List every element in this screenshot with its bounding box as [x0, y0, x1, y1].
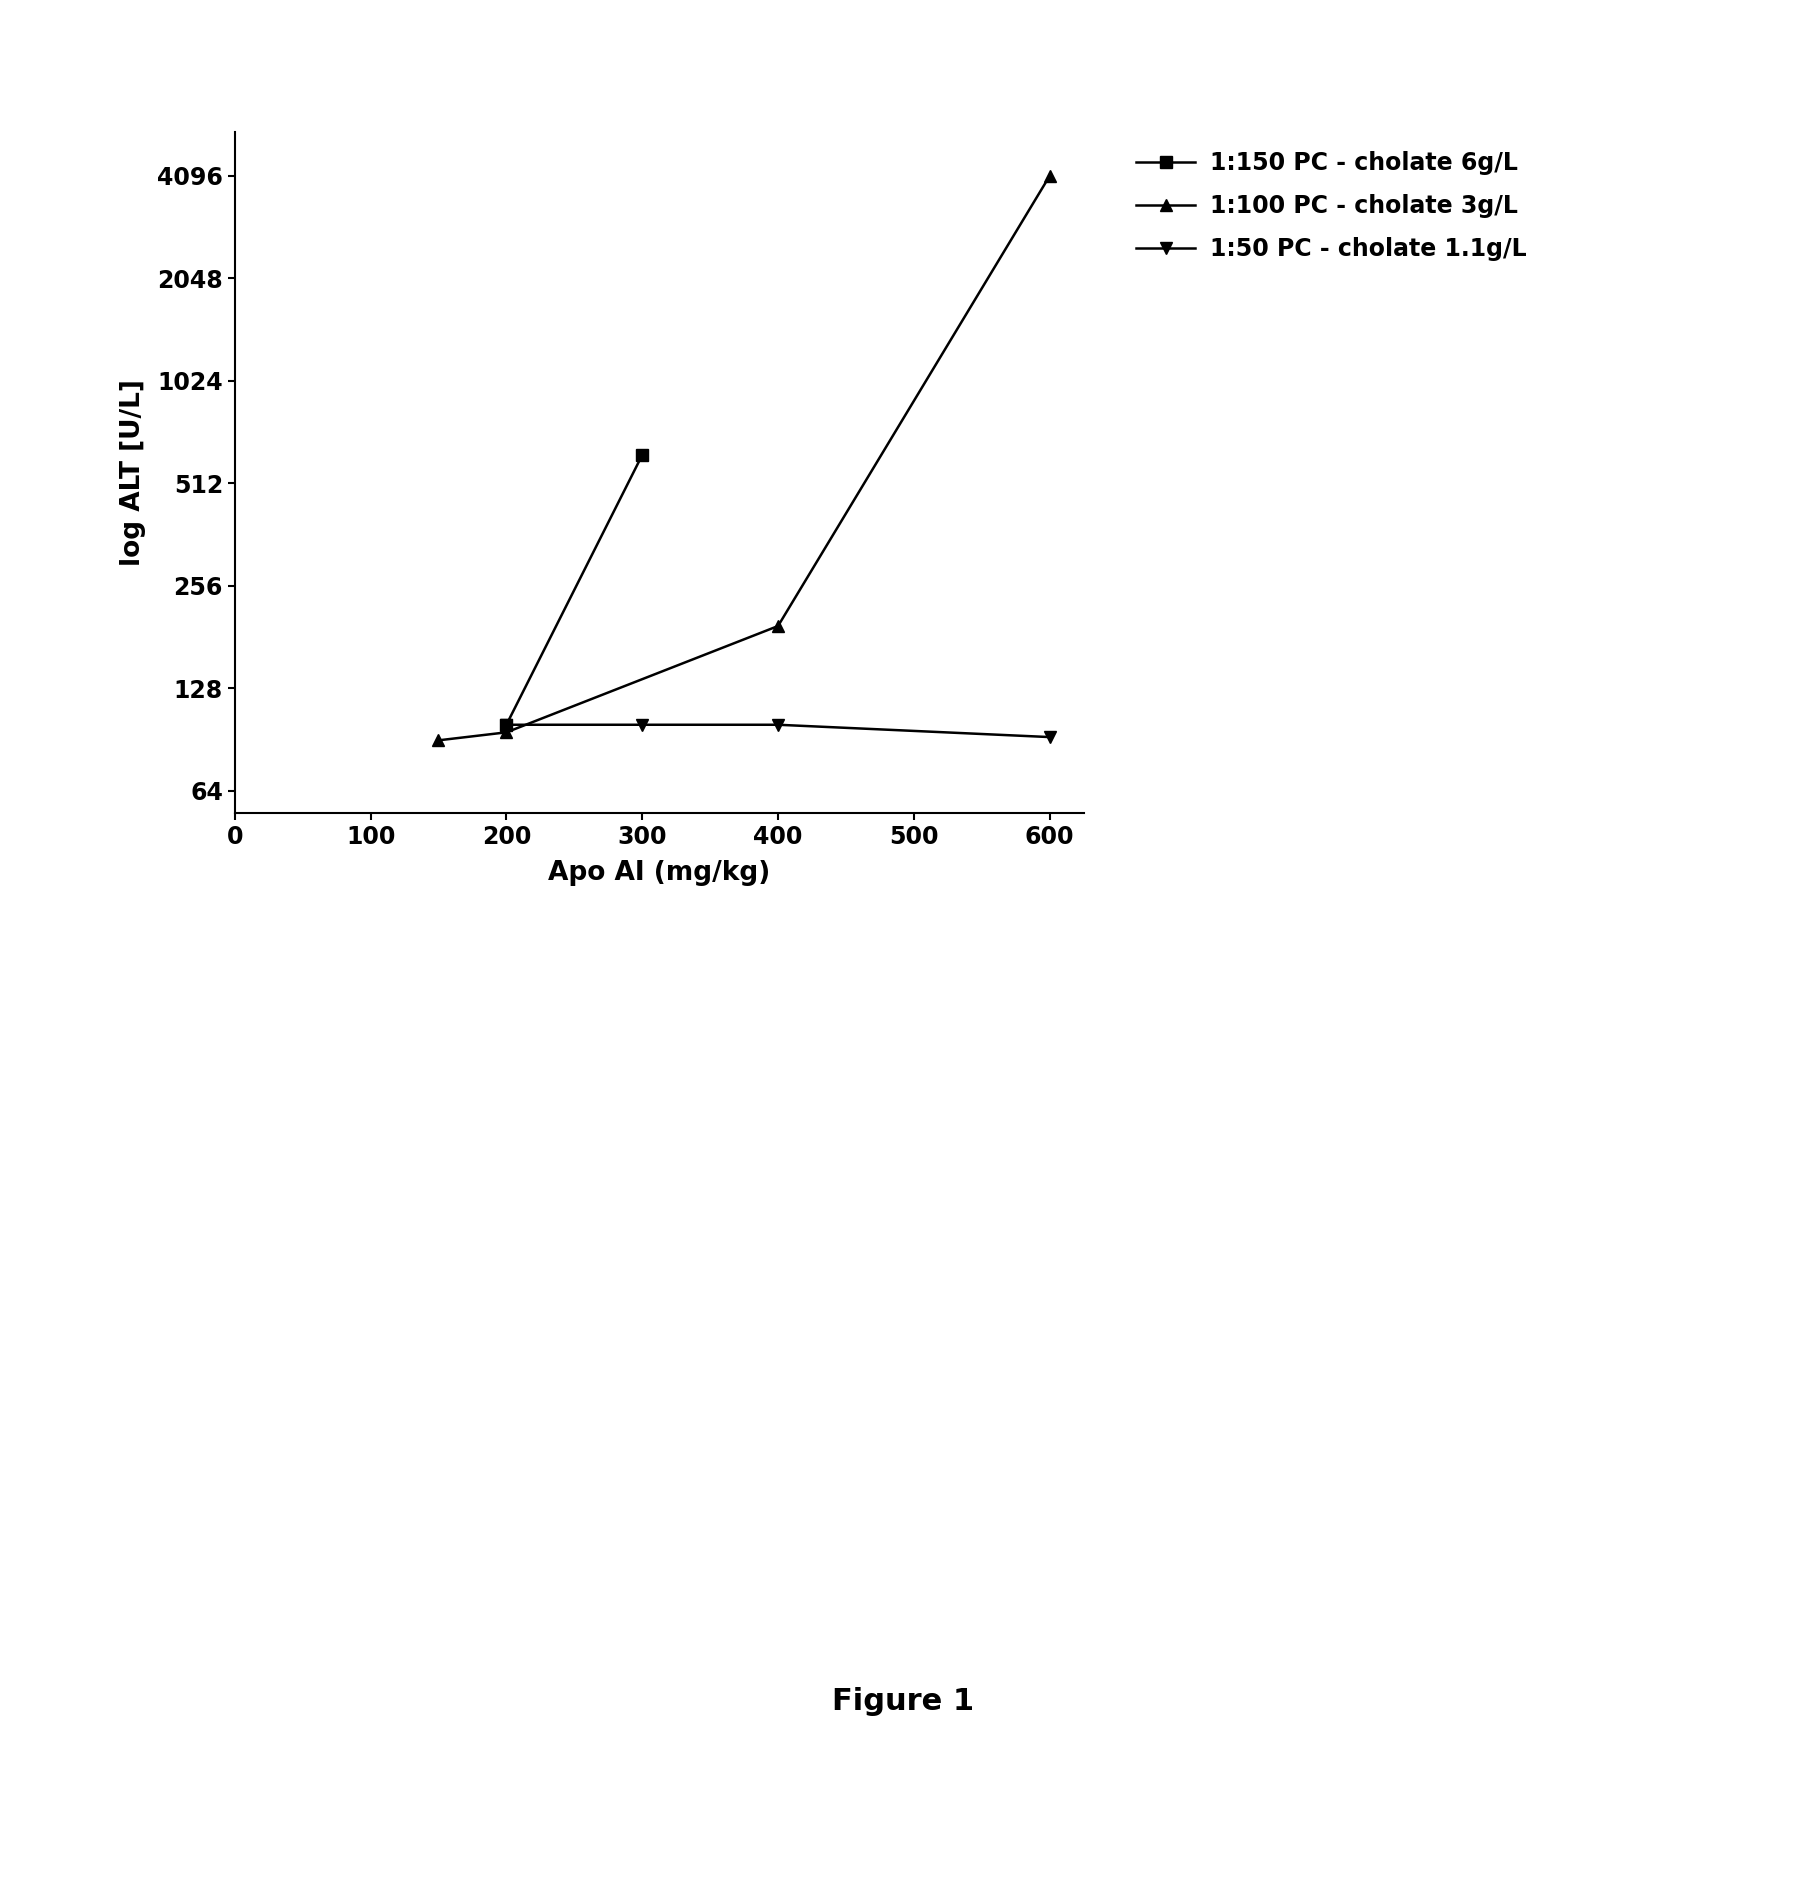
1:100 PC - cholate 3g/L [495, 720, 516, 743]
1:150 PC - cholate 6g/L [495, 713, 516, 736]
Line: 1:50 PC - cholate 1.1g/L: 1:50 PC - cholate 1.1g/L [500, 719, 1056, 743]
Legend: 1:150 PC - cholate 6g/L, 1:100 PC - cholate 3g/L, 1:50 PC - cholate 1.1g/L: 1:150 PC - cholate 6g/L, 1:100 PC - chol… [1128, 144, 1532, 269]
1:50 PC - cholate 1.1g/L [632, 713, 653, 736]
1:50 PC - cholate 1.1g/L [767, 713, 789, 736]
1:50 PC - cholate 1.1g/L [1038, 726, 1060, 749]
X-axis label: Apo AI (mg/kg): Apo AI (mg/kg) [547, 860, 771, 887]
Y-axis label: log ALT [U/L]: log ALT [U/L] [119, 380, 146, 565]
1:100 PC - cholate 3g/L [767, 615, 789, 637]
1:100 PC - cholate 3g/L [428, 730, 449, 753]
Text: Figure 1: Figure 1 [832, 1687, 973, 1717]
1:150 PC - cholate 6g/L [632, 444, 653, 467]
Line: 1:150 PC - cholate 6g/L: 1:150 PC - cholate 6g/L [500, 448, 648, 732]
1:50 PC - cholate 1.1g/L [495, 713, 516, 736]
Line: 1:100 PC - cholate 3g/L: 1:100 PC - cholate 3g/L [431, 170, 1056, 747]
1:100 PC - cholate 3g/L [1038, 165, 1060, 187]
